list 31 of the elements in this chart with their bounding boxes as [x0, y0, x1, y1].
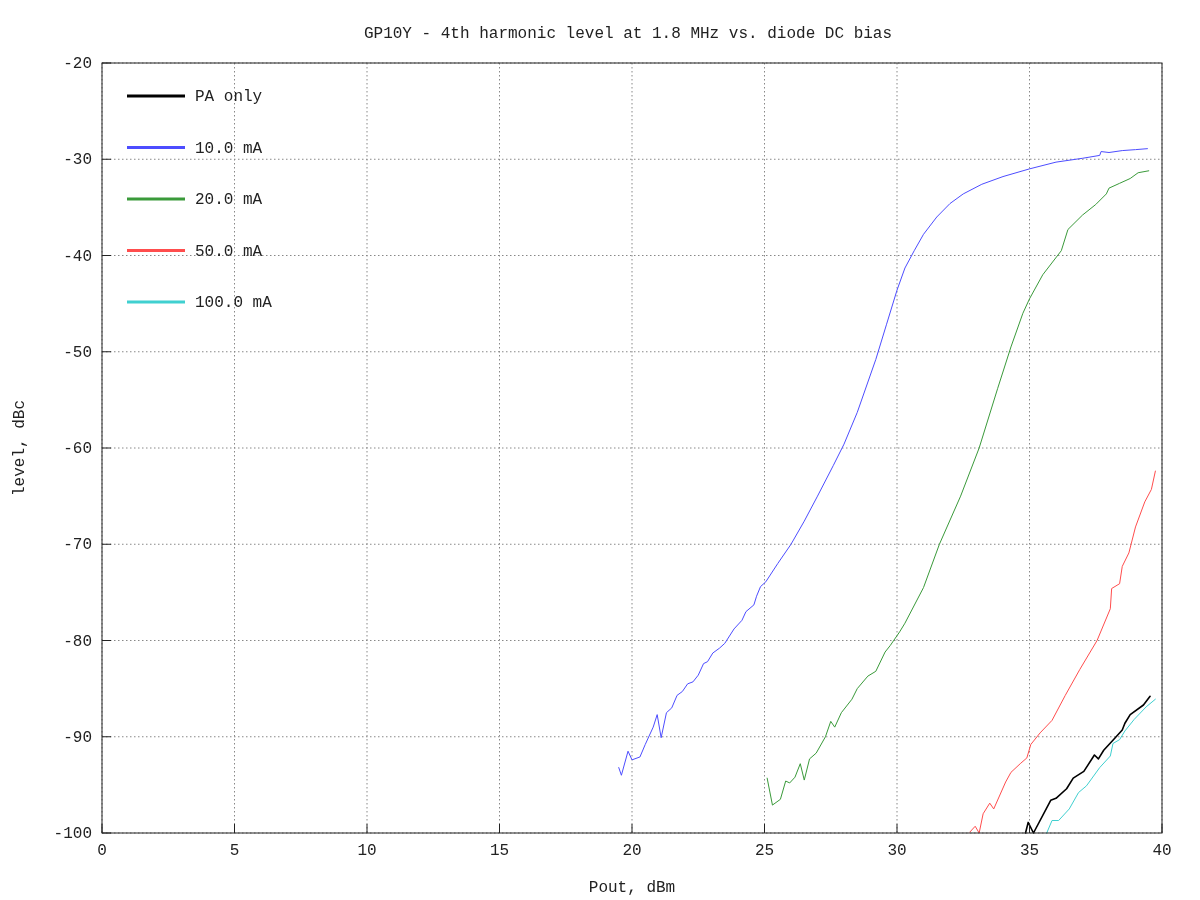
chart-title: GP10Y - 4th harmonic level at 1.8 MHz vs. diode DC bias — [363, 25, 893, 43]
y-tick-label: -40 — [63, 247, 92, 266]
x-tick-label: 35 — [1019, 842, 1040, 860]
y-tick-label: -20 — [63, 55, 92, 73]
x-axis-title: Pout, dBm — [588, 879, 676, 897]
x-tick-label: 20 — [622, 842, 642, 860]
legend-label: 20.0 mA — [195, 191, 263, 209]
x-tick-label: 40 — [1152, 842, 1172, 860]
legend-label: 10.0 mA — [195, 139, 263, 158]
y-tick-label: -80 — [63, 632, 92, 651]
line-series — [1024, 695, 1151, 834]
legend-label: PA only — [195, 88, 263, 106]
line-series — [618, 148, 1148, 776]
legend-label: 50.0 mA — [195, 242, 263, 261]
line-series — [766, 170, 1150, 806]
x-tick-label: 0 — [97, 842, 107, 860]
y-tick-label: -30 — [63, 151, 92, 170]
x-tick-label: 30 — [887, 842, 907, 860]
y-tick-label: -60 — [63, 440, 92, 458]
y-tick-label: -70 — [63, 536, 92, 555]
x-tick-label: 5 — [229, 842, 240, 860]
x-tick-label: 10 — [357, 842, 377, 860]
y-tick-label: -90 — [63, 728, 92, 747]
y-axis-title: level, dBc — [11, 399, 29, 497]
y-tick-label: -100 — [53, 825, 92, 843]
legend-label: 100.0 mA — [195, 294, 273, 312]
x-tick-label: 15 — [489, 842, 510, 860]
line-series — [969, 470, 1156, 834]
x-tick-label: 25 — [754, 842, 775, 860]
line-series — [1046, 698, 1156, 834]
y-tick-label: -50 — [63, 343, 92, 362]
